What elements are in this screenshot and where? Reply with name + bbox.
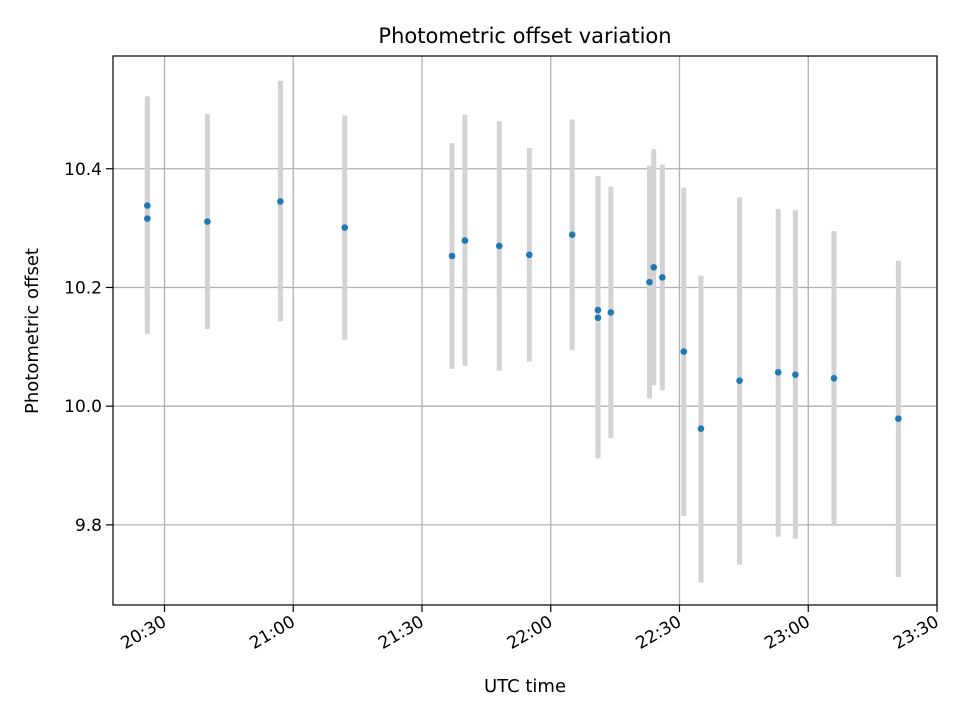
data-point <box>568 231 576 238</box>
y-tick-label: 9.8 <box>75 516 102 536</box>
data-point <box>594 314 602 322</box>
data-point <box>736 377 743 384</box>
data-point <box>792 371 799 379</box>
y-axis-label: Photometric offset <box>22 248 43 414</box>
data-point <box>594 306 602 314</box>
y-tick-label: 10.4 <box>64 160 102 180</box>
data-point <box>461 237 469 244</box>
y-axis-ticks: 9.8 10.0 10.2 10.4 <box>64 160 113 536</box>
data-point <box>144 215 151 222</box>
data-point <box>697 425 705 433</box>
data-point <box>525 251 533 259</box>
plot-frame <box>112 55 938 606</box>
data-point <box>204 218 211 225</box>
data-point <box>341 224 349 231</box>
grid-lines <box>113 56 938 605</box>
data-point <box>607 309 615 316</box>
data-point <box>144 202 151 209</box>
x-axis-label: UTC time <box>484 676 566 697</box>
data-point <box>650 263 658 271</box>
data-point <box>448 252 456 260</box>
data-points <box>144 198 902 433</box>
chart-title: Photometric offset variation <box>378 24 671 48</box>
y-tick-label: 10.2 <box>64 278 102 298</box>
data-point <box>680 348 688 355</box>
data-point <box>277 198 284 205</box>
data-point <box>495 242 503 250</box>
y-tick-label: 10.0 <box>64 397 102 417</box>
data-point <box>659 274 666 281</box>
data-point <box>646 278 653 286</box>
data-point <box>774 369 782 376</box>
data-point <box>895 415 902 422</box>
data-point <box>830 374 838 382</box>
